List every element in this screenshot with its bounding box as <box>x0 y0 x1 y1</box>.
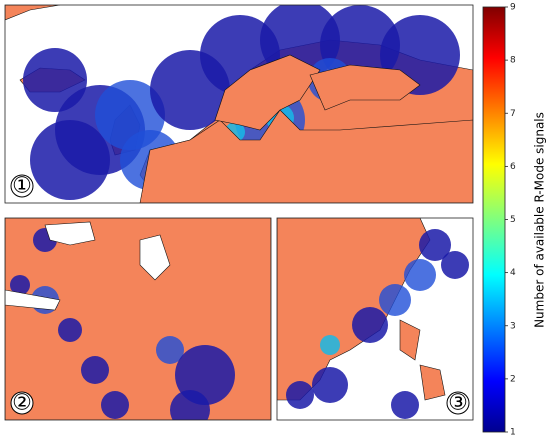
colorbar-tick-label: 2 <box>510 374 516 384</box>
colorbar-tick-label: 6 <box>510 162 516 172</box>
map-middle-east <box>5 218 271 420</box>
panel-label: ② <box>12 391 32 416</box>
panel-label: ① <box>12 174 32 199</box>
colorbar-tick-label: 7 <box>510 109 516 119</box>
colorbar-tick-label: 9 <box>510 3 516 13</box>
colorbar-label: Number of available R-Mode signals <box>533 112 547 328</box>
colorbar-tick-label: 3 <box>510 321 516 331</box>
map-europe <box>5 5 473 203</box>
panel-label: ③ <box>448 391 468 416</box>
colorbar-tick-label: 8 <box>510 56 516 66</box>
coverage <box>286 229 469 419</box>
colorbar <box>482 6 506 433</box>
colorbar-tick-label: 5 <box>510 215 516 225</box>
colorbar-tick-label: 1 <box>510 428 516 438</box>
map-east-asia <box>277 218 473 420</box>
coverage <box>10 228 235 420</box>
colorbar-tick-label: 4 <box>510 268 516 278</box>
